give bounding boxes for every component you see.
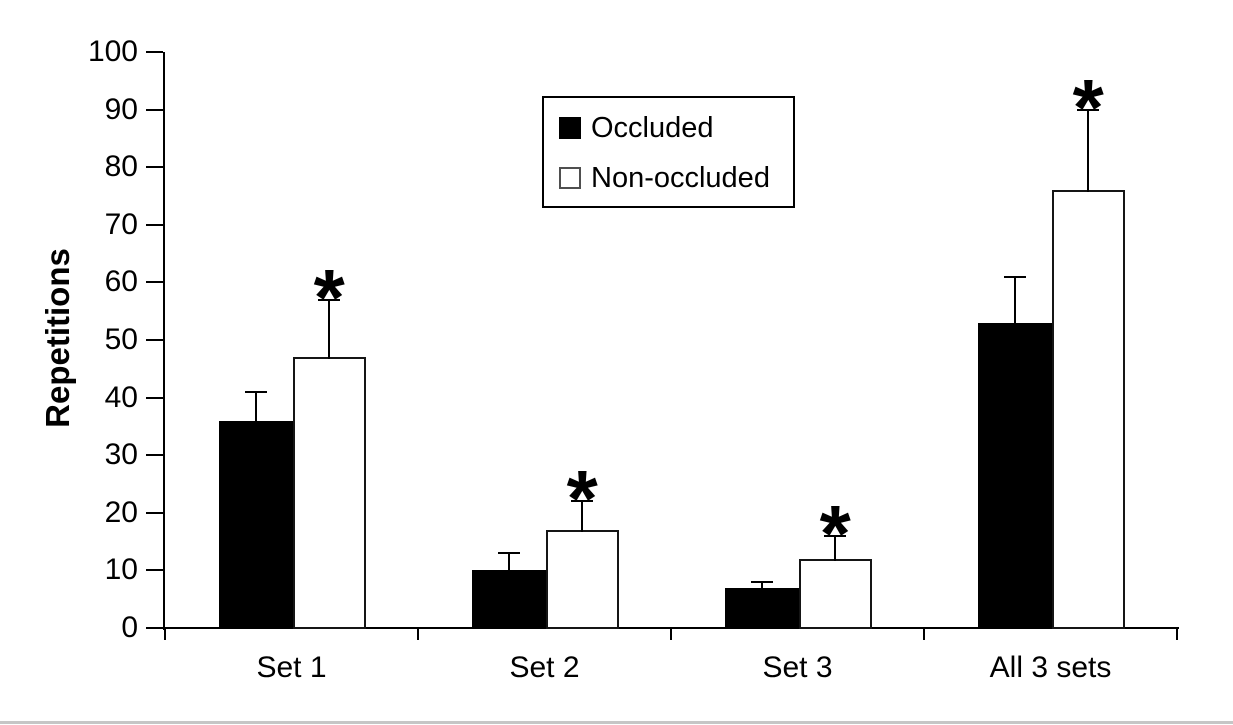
y-tick [146, 166, 163, 169]
x-tick [417, 628, 419, 640]
y-tick-label: 50 [104, 323, 138, 356]
error-bar-line [254, 391, 257, 423]
y-tick-label: 20 [104, 495, 138, 529]
bar-occluded-set-1 [219, 420, 293, 629]
y-tick-label: 40 [104, 380, 138, 414]
y-tick-label: 80 [104, 150, 138, 184]
y-tick-label: 10 [104, 553, 138, 587]
x-tick [164, 628, 166, 640]
y-tick-label: 90 [104, 92, 138, 126]
significance-asterisk-set-1: * [313, 252, 345, 342]
bar-occluded-set-2 [472, 570, 546, 629]
y-axis [163, 52, 165, 630]
y-tick [146, 223, 163, 226]
page-bottom-rule [0, 721, 1233, 724]
x-category-label-set-2: Set 2 [509, 651, 580, 684]
bar-non-occluded-all-3-sets [1051, 190, 1125, 629]
bar-non-occluded-set-1 [292, 357, 366, 629]
y-tick-label: 0 [121, 611, 138, 644]
y-tick-label: 100 [87, 35, 138, 68]
bar-occluded-set-3 [725, 587, 799, 629]
y-tick [146, 511, 163, 514]
significance-asterisk-set-3: * [819, 488, 851, 578]
error-bar-line [328, 299, 331, 360]
error-bar-line [507, 553, 510, 573]
error-bar-line [760, 581, 763, 590]
y-tick-label: 30 [104, 438, 138, 472]
x-category-label-set-1: Set 1 [256, 651, 327, 684]
error-bar-line [581, 501, 584, 533]
y-tick [146, 281, 163, 284]
y-tick [146, 454, 163, 457]
y-tick [146, 627, 163, 629]
non-occluded-swatch-icon [559, 167, 581, 189]
legend-label-occluded: Occluded [591, 111, 714, 144]
error-bar-cap [824, 534, 847, 537]
significance-asterisk-all-3-sets: * [1072, 62, 1104, 152]
y-tick-label: 70 [104, 207, 138, 241]
x-tick [1176, 628, 1178, 640]
x-tick [670, 628, 672, 640]
bar-non-occluded-set-2 [545, 530, 619, 629]
x-category-label-set-3: Set 3 [762, 651, 833, 684]
error-bar-cap [1003, 275, 1026, 278]
error-bar-cap [244, 390, 267, 393]
y-tick [146, 339, 163, 341]
legend: Occluded Non-occluded [542, 96, 795, 208]
error-bar-cap [1077, 108, 1100, 111]
y-tick [146, 396, 163, 399]
error-bar-line [834, 535, 837, 561]
y-tick [146, 108, 163, 111]
x-category-label-all-3-sets: All 3 sets [989, 651, 1112, 684]
error-bar-cap [318, 298, 341, 301]
error-bar-cap [497, 552, 520, 555]
y-tick [146, 51, 163, 53]
y-tick-label: 60 [104, 265, 138, 299]
error-bar-line [1013, 276, 1016, 325]
significance-asterisk-set-2: * [566, 454, 598, 544]
error-bar-cap [571, 500, 594, 503]
y-tick [146, 569, 163, 572]
bar-occluded-all-3-sets [978, 322, 1052, 629]
legend-item-occluded: Occluded [559, 106, 793, 150]
x-tick [923, 628, 925, 640]
error-bar-line [1087, 109, 1090, 193]
legend-item-non-occluded: Non-occluded [559, 156, 793, 200]
legend-label-non-occluded: Non-occluded [591, 161, 770, 194]
error-bar-cap [750, 580, 773, 583]
occluded-swatch-icon [559, 117, 581, 139]
